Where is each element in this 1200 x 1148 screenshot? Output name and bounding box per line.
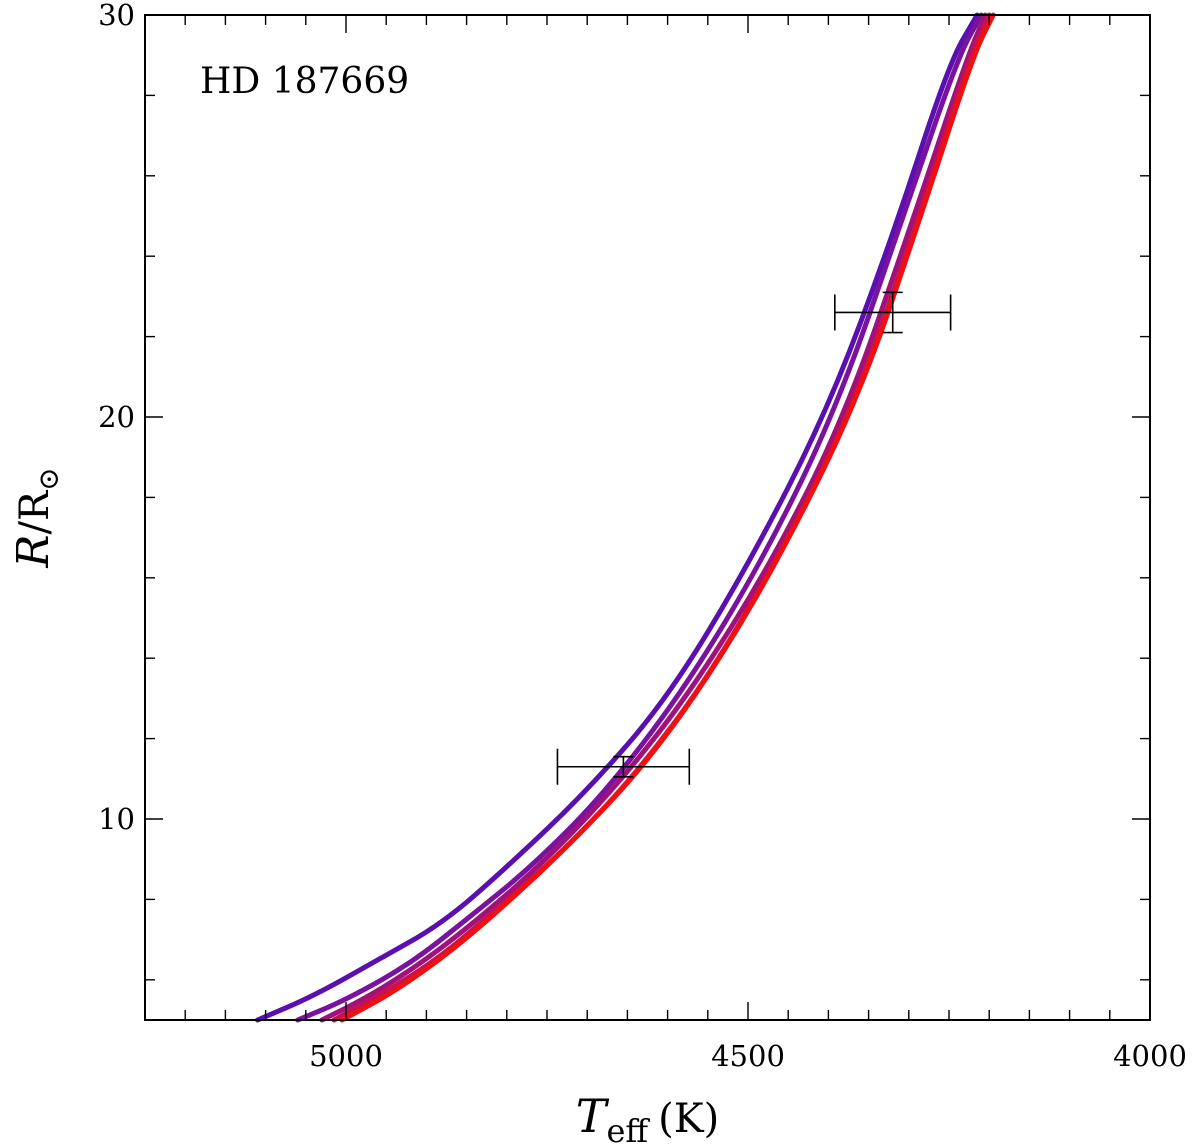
model-track-4 [331,12,992,1023]
y-axis-rest: /R [12,489,58,534]
x-axis-unit: (K) [658,1096,719,1142]
x-tick-label: 5000 [309,1039,383,1073]
star-name-annotation: HD 187669 [200,61,409,102]
y-tick-label: 30 [98,0,135,32]
plot-frame [144,14,1151,1021]
x-tick-label: 4500 [711,1039,785,1073]
model-track-3 [319,12,988,1023]
x-axis-title: Teff (K) [576,1089,719,1148]
x-axis-symbol: T [576,1089,610,1143]
x-tick-label: 4000 [1113,1039,1187,1073]
model-track-1 [255,12,980,1023]
error-bar-1 [556,748,691,785]
model-track-2 [295,12,984,1023]
model-track-5 [339,12,996,1023]
y-tick-label: 10 [98,802,135,836]
y-axis-symbol: R [8,534,59,568]
tick-labels: 5000 4500 4000 10 20 30 [98,0,1187,1073]
error-bar-2 [834,291,952,334]
y-axis-title: R/R⊙ [8,467,65,568]
error-bars [556,291,952,785]
y-axis-solar-symbol: ⊙ [32,467,65,490]
y-tick-label: 20 [98,400,135,434]
axis-ticks [144,14,1151,1020]
model-tracks [255,12,996,1023]
x-axis-subscript: eff [606,1112,650,1148]
